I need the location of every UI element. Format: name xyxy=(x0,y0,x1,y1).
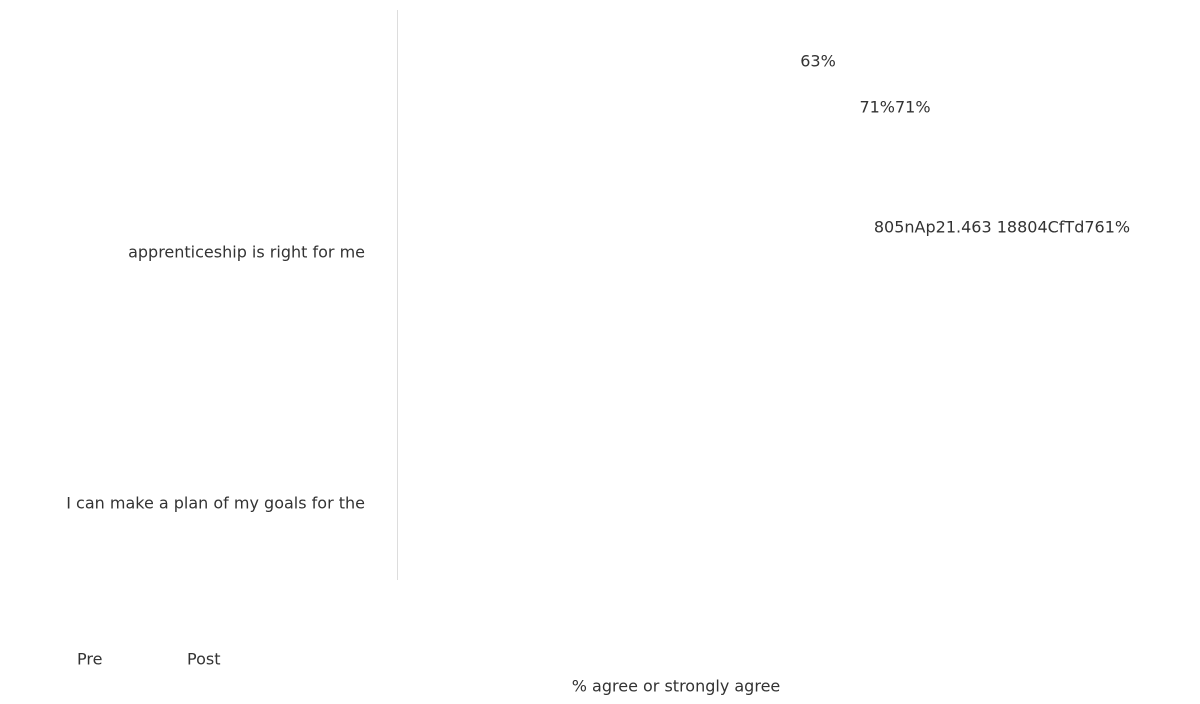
legend-entry: Pre xyxy=(77,650,102,669)
axis-title: % agree or strongly agree xyxy=(572,677,781,696)
legend-entry: Post xyxy=(187,650,220,669)
category-label: apprenticeship is right for me xyxy=(128,243,365,262)
data-label: 71%71% xyxy=(859,98,930,117)
category-label: I can make a plan of my goals for the xyxy=(66,494,365,513)
data-label: 63% xyxy=(800,52,836,71)
data-label: 805nAp21.463 18804CfTd761% xyxy=(874,218,1130,237)
